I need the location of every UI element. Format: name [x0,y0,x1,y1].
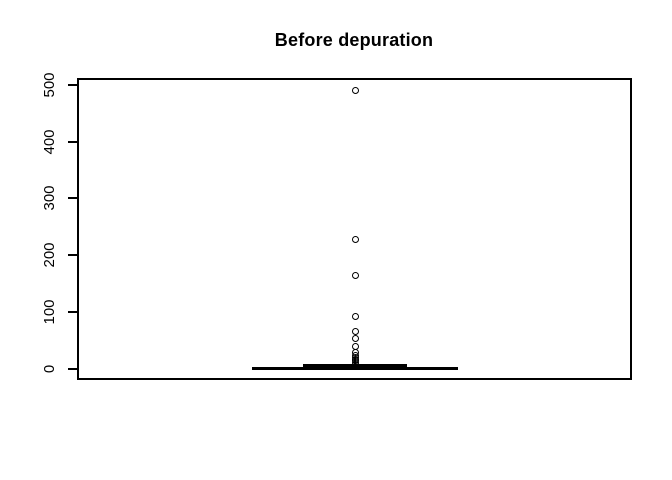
outlier-point [351,342,359,350]
y-axis-tick-label: 300 [41,185,58,211]
y-axis-tick-label: 500 [41,72,58,98]
outlier-point [351,312,359,320]
outlier-point [351,334,359,342]
y-axis-tick [68,84,78,86]
outlier-point [351,349,359,357]
y-axis-tick-label: 100 [41,299,58,325]
outlier-point [351,235,359,243]
y-axis-tick [68,197,78,200]
plot-frame [77,78,632,380]
outlier-point [351,271,359,279]
y-axis-tick [68,254,78,257]
y-axis-tick [68,367,78,370]
y-axis-tick-label: 400 [41,129,58,155]
plot-title: Before depuration [274,30,434,50]
y-axis-tick-label: 0 [41,364,58,373]
y-axis-tick [68,140,78,143]
outlier-point [351,327,359,335]
y-axis-tick-label: 200 [41,242,58,268]
outlier-point [351,87,359,95]
y-axis-tick [68,310,78,313]
